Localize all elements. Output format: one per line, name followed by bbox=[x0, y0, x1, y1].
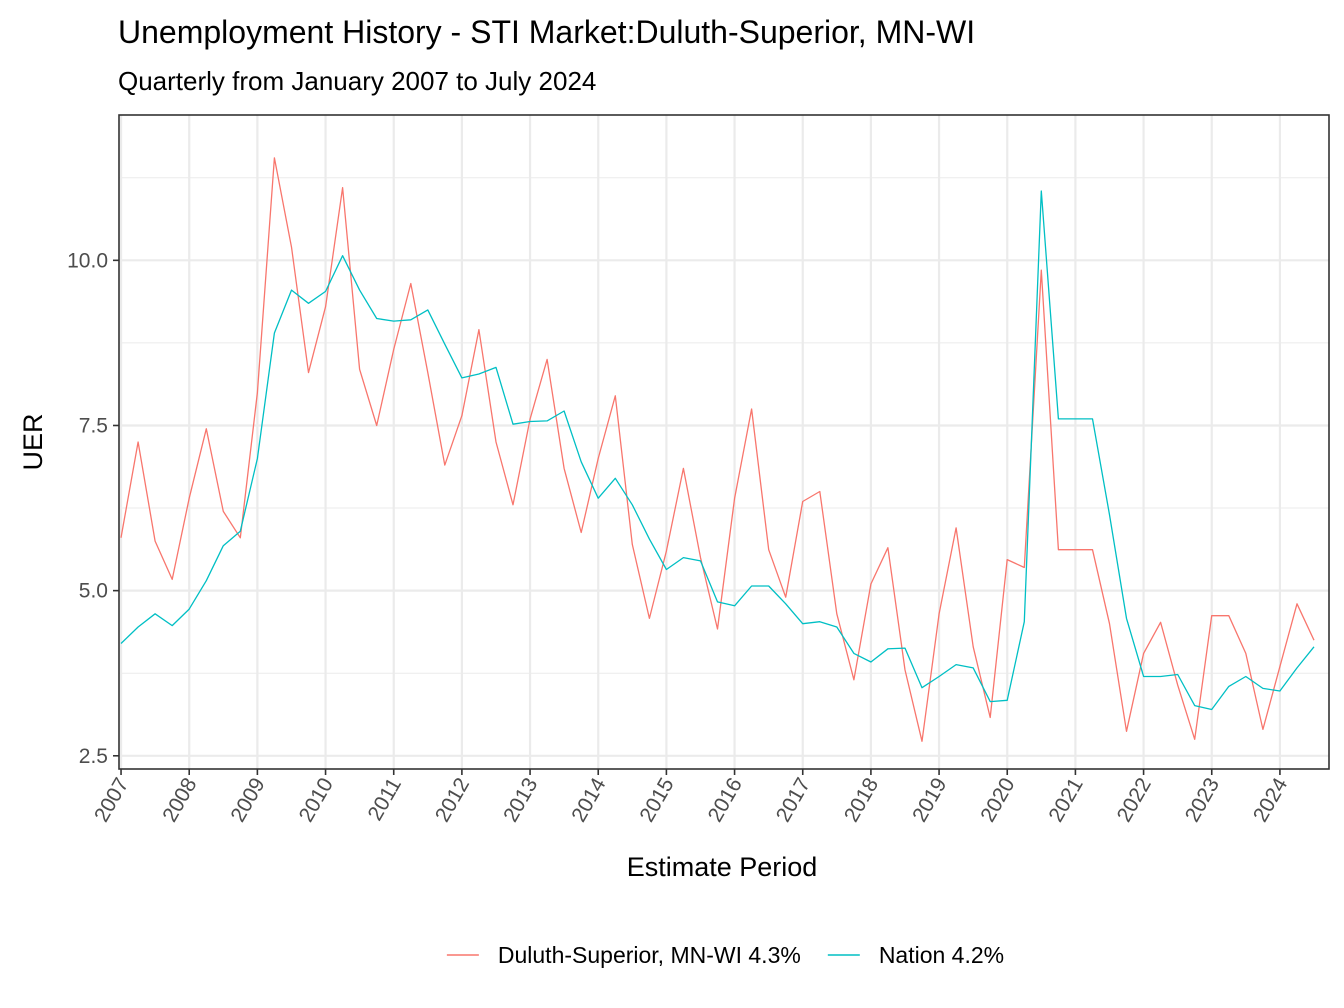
x-tick-label: 2022 bbox=[1113, 774, 1156, 826]
grid-lines bbox=[119, 115, 1329, 769]
x-tick-label: 2019 bbox=[908, 774, 951, 826]
x-tick-label: 2024 bbox=[1249, 774, 1292, 826]
x-tick-label: 2011 bbox=[364, 774, 407, 825]
chart-subtitle: Quarterly from January 2007 to July 2024 bbox=[118, 66, 596, 96]
series-line-1 bbox=[120, 190, 1315, 711]
legend-label-0: Duluth-Superior, MN-WI 4.3% bbox=[498, 942, 801, 968]
x-tick-label: 2020 bbox=[976, 774, 1019, 826]
y-tick-label: 2.5 bbox=[79, 745, 108, 768]
legend-label-1: Nation 4.2% bbox=[879, 942, 1004, 968]
x-tick-label: 2017 bbox=[772, 774, 815, 826]
chart-title: Unemployment History - STI Market:Duluth… bbox=[118, 14, 975, 50]
y-tick-label: 10.0 bbox=[67, 249, 108, 272]
series-line-0 bbox=[120, 157, 1315, 742]
x-tick-label: 2012 bbox=[431, 774, 474, 826]
x-tick-label: 2008 bbox=[158, 774, 201, 826]
x-tick-label: 2015 bbox=[635, 774, 678, 826]
y-axis-title: UER bbox=[18, 413, 48, 470]
x-tick-label: 2016 bbox=[704, 774, 747, 826]
x-tick-label: 2018 bbox=[840, 774, 883, 826]
x-axis-title: Estimate Period bbox=[627, 852, 818, 882]
plot-border bbox=[118, 114, 1330, 770]
x-tick-label: 2007 bbox=[90, 774, 133, 826]
y-tick-label: 5.0 bbox=[79, 580, 108, 603]
legend: Duluth-Superior, MN-WI 4.3% Nation 4.2% bbox=[446, 942, 1004, 968]
series-lines bbox=[120, 157, 1315, 742]
x-tick-label: 2023 bbox=[1181, 774, 1224, 826]
plot-background bbox=[119, 115, 1329, 769]
x-tick-label: 2014 bbox=[567, 774, 610, 826]
x-tick-label: 2009 bbox=[226, 774, 269, 826]
x-tick-label: 2013 bbox=[499, 774, 542, 826]
y-tick-label: 7.5 bbox=[79, 414, 108, 437]
x-tick-label: 2021 bbox=[1044, 774, 1087, 826]
x-tick-label: 2010 bbox=[295, 774, 338, 826]
